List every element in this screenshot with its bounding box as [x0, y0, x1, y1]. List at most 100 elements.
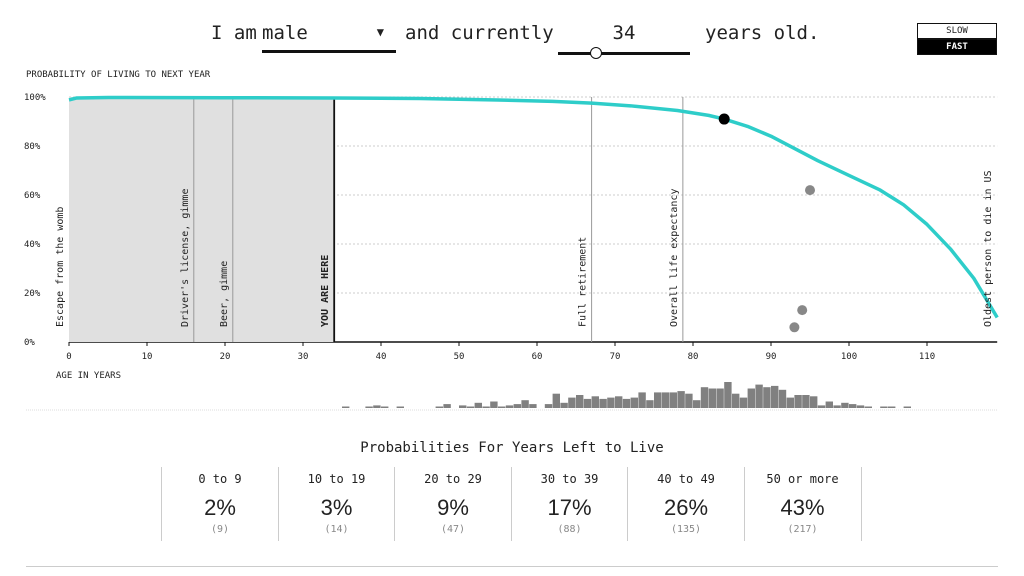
histogram-bar	[771, 385, 779, 408]
histogram-bar	[833, 405, 841, 408]
stat-range: 40 to 49	[657, 472, 715, 486]
bottom-divider	[26, 566, 998, 567]
marker-label: Escape from the womb	[55, 207, 66, 327]
histogram-bar	[498, 406, 506, 408]
histogram-bar	[786, 397, 794, 408]
stat-cell: 10 to 19 3% (14)	[277, 467, 395, 541]
histogram-bar	[443, 404, 451, 408]
x-tick-label: 50	[454, 352, 465, 362]
middle-text: and currently	[405, 22, 554, 44]
intro-text: I am	[211, 22, 257, 44]
x-tick-label: 20	[220, 352, 231, 362]
histogram-bar	[825, 401, 833, 408]
x-tick-label: 70	[610, 352, 621, 362]
histogram-bar	[513, 404, 521, 408]
histogram-bar	[849, 404, 857, 408]
histogram-bar	[599, 398, 607, 408]
histogram-bar	[802, 395, 810, 408]
histogram-bar	[591, 396, 599, 408]
stat-range: 0 to 9	[198, 472, 242, 486]
marker-label: Driver's license, gimme	[180, 189, 191, 327]
histogram-bar	[732, 393, 740, 408]
histogram-bar	[373, 405, 381, 408]
stats-title: Probabilities For Years Left to Live	[360, 440, 664, 456]
marker-label: Overall life expectancy	[669, 189, 680, 327]
histogram-bar	[700, 387, 709, 408]
stat-range: 30 to 39	[540, 472, 599, 486]
x-tick-label: 100	[841, 352, 857, 362]
histogram-bar	[724, 382, 732, 408]
histogram-bar	[396, 406, 404, 408]
histogram-bar	[342, 406, 350, 408]
histogram-bar	[661, 392, 670, 408]
x-tick-label: 90	[766, 352, 777, 362]
slider-thumb[interactable]	[589, 47, 602, 59]
histogram-bar	[568, 397, 576, 408]
histogram-bar	[755, 384, 763, 408]
stat-percent: 26%	[663, 495, 709, 520]
y-tick-label: 40%	[24, 240, 41, 250]
x-axis-title: AGE IN YEARS	[56, 371, 122, 381]
marker-label: YOU ARE HERE	[320, 255, 331, 327]
histogram-bar	[466, 406, 475, 408]
histogram-bar	[864, 406, 872, 408]
x-tick-label: 30	[298, 352, 309, 362]
histogram-bar	[693, 400, 701, 408]
stat-cell: 40 to 49 26% (135)	[627, 467, 744, 541]
histogram-bar	[903, 406, 911, 408]
stat-count: (88)	[557, 524, 582, 535]
histogram-bar	[856, 405, 865, 408]
x-tick-label: 10	[142, 352, 153, 362]
histogram-bar	[630, 397, 638, 408]
stat-count: (9)	[210, 524, 230, 535]
x-tick-label: 60	[532, 352, 543, 362]
histogram-bar	[576, 395, 584, 408]
gender-value: male	[262, 22, 308, 44]
x-tick-label: 0	[66, 352, 71, 362]
y-tick-label: 80%	[24, 142, 41, 152]
speed-toggle[interactable]: SLOW FAST	[917, 23, 997, 55]
stat-count: (14)	[324, 524, 349, 535]
simulated-point	[797, 305, 808, 316]
shaded-past-region	[69, 97, 335, 342]
x-tick-label: 110	[919, 352, 935, 362]
y-tick-label: 60%	[24, 191, 41, 201]
stat-range: 20 to 29	[424, 472, 482, 486]
y-tick-label: 0%	[24, 338, 35, 348]
histogram-bar	[552, 393, 560, 408]
suffix-text: years old.	[705, 22, 820, 44]
histogram-bar	[880, 406, 888, 408]
histogram-bar	[739, 397, 748, 408]
simulated-point	[789, 322, 800, 333]
stat-percent: 17%	[547, 495, 592, 520]
slider-track[interactable]	[558, 52, 690, 55]
stat-percent: 43%	[780, 495, 825, 520]
simulated-point	[805, 185, 815, 196]
histogram-bar	[638, 392, 646, 408]
age-slider[interactable]: 34	[558, 22, 690, 59]
chevron-down-icon: ▼	[376, 25, 384, 39]
current-point	[718, 113, 730, 125]
histogram-bar	[817, 405, 826, 408]
gender-select[interactable]: male ▼	[262, 22, 396, 53]
histogram-bar	[474, 402, 482, 408]
survival-chart: 0% 20% 40% 60% 80% 100% 0 10 20 30 40 50 60 70 80 90 100…	[24, 93, 999, 411]
histogram-bar	[763, 387, 771, 408]
histogram-bar	[435, 406, 443, 408]
stat-percent: 3%	[320, 495, 353, 520]
speed-fast-button[interactable]: FAST	[917, 39, 997, 55]
x-tick-label: 40	[376, 352, 387, 362]
histogram-bar	[841, 402, 849, 408]
speed-slow-button[interactable]: SLOW	[917, 23, 997, 39]
y-tick-label: 20%	[24, 289, 41, 299]
histogram-bar	[778, 389, 787, 408]
histogram-bar	[615, 396, 623, 408]
histogram-bar	[482, 406, 490, 408]
histogram-bar	[794, 395, 802, 408]
histogram-bar	[685, 393, 693, 408]
histogram-bar	[654, 392, 662, 408]
histogram-bar	[708, 388, 716, 408]
y-tick-label: 100%	[24, 93, 46, 103]
histogram-bar	[529, 404, 537, 408]
stat-cell: 20 to 29 9% (47)	[394, 467, 511, 541]
